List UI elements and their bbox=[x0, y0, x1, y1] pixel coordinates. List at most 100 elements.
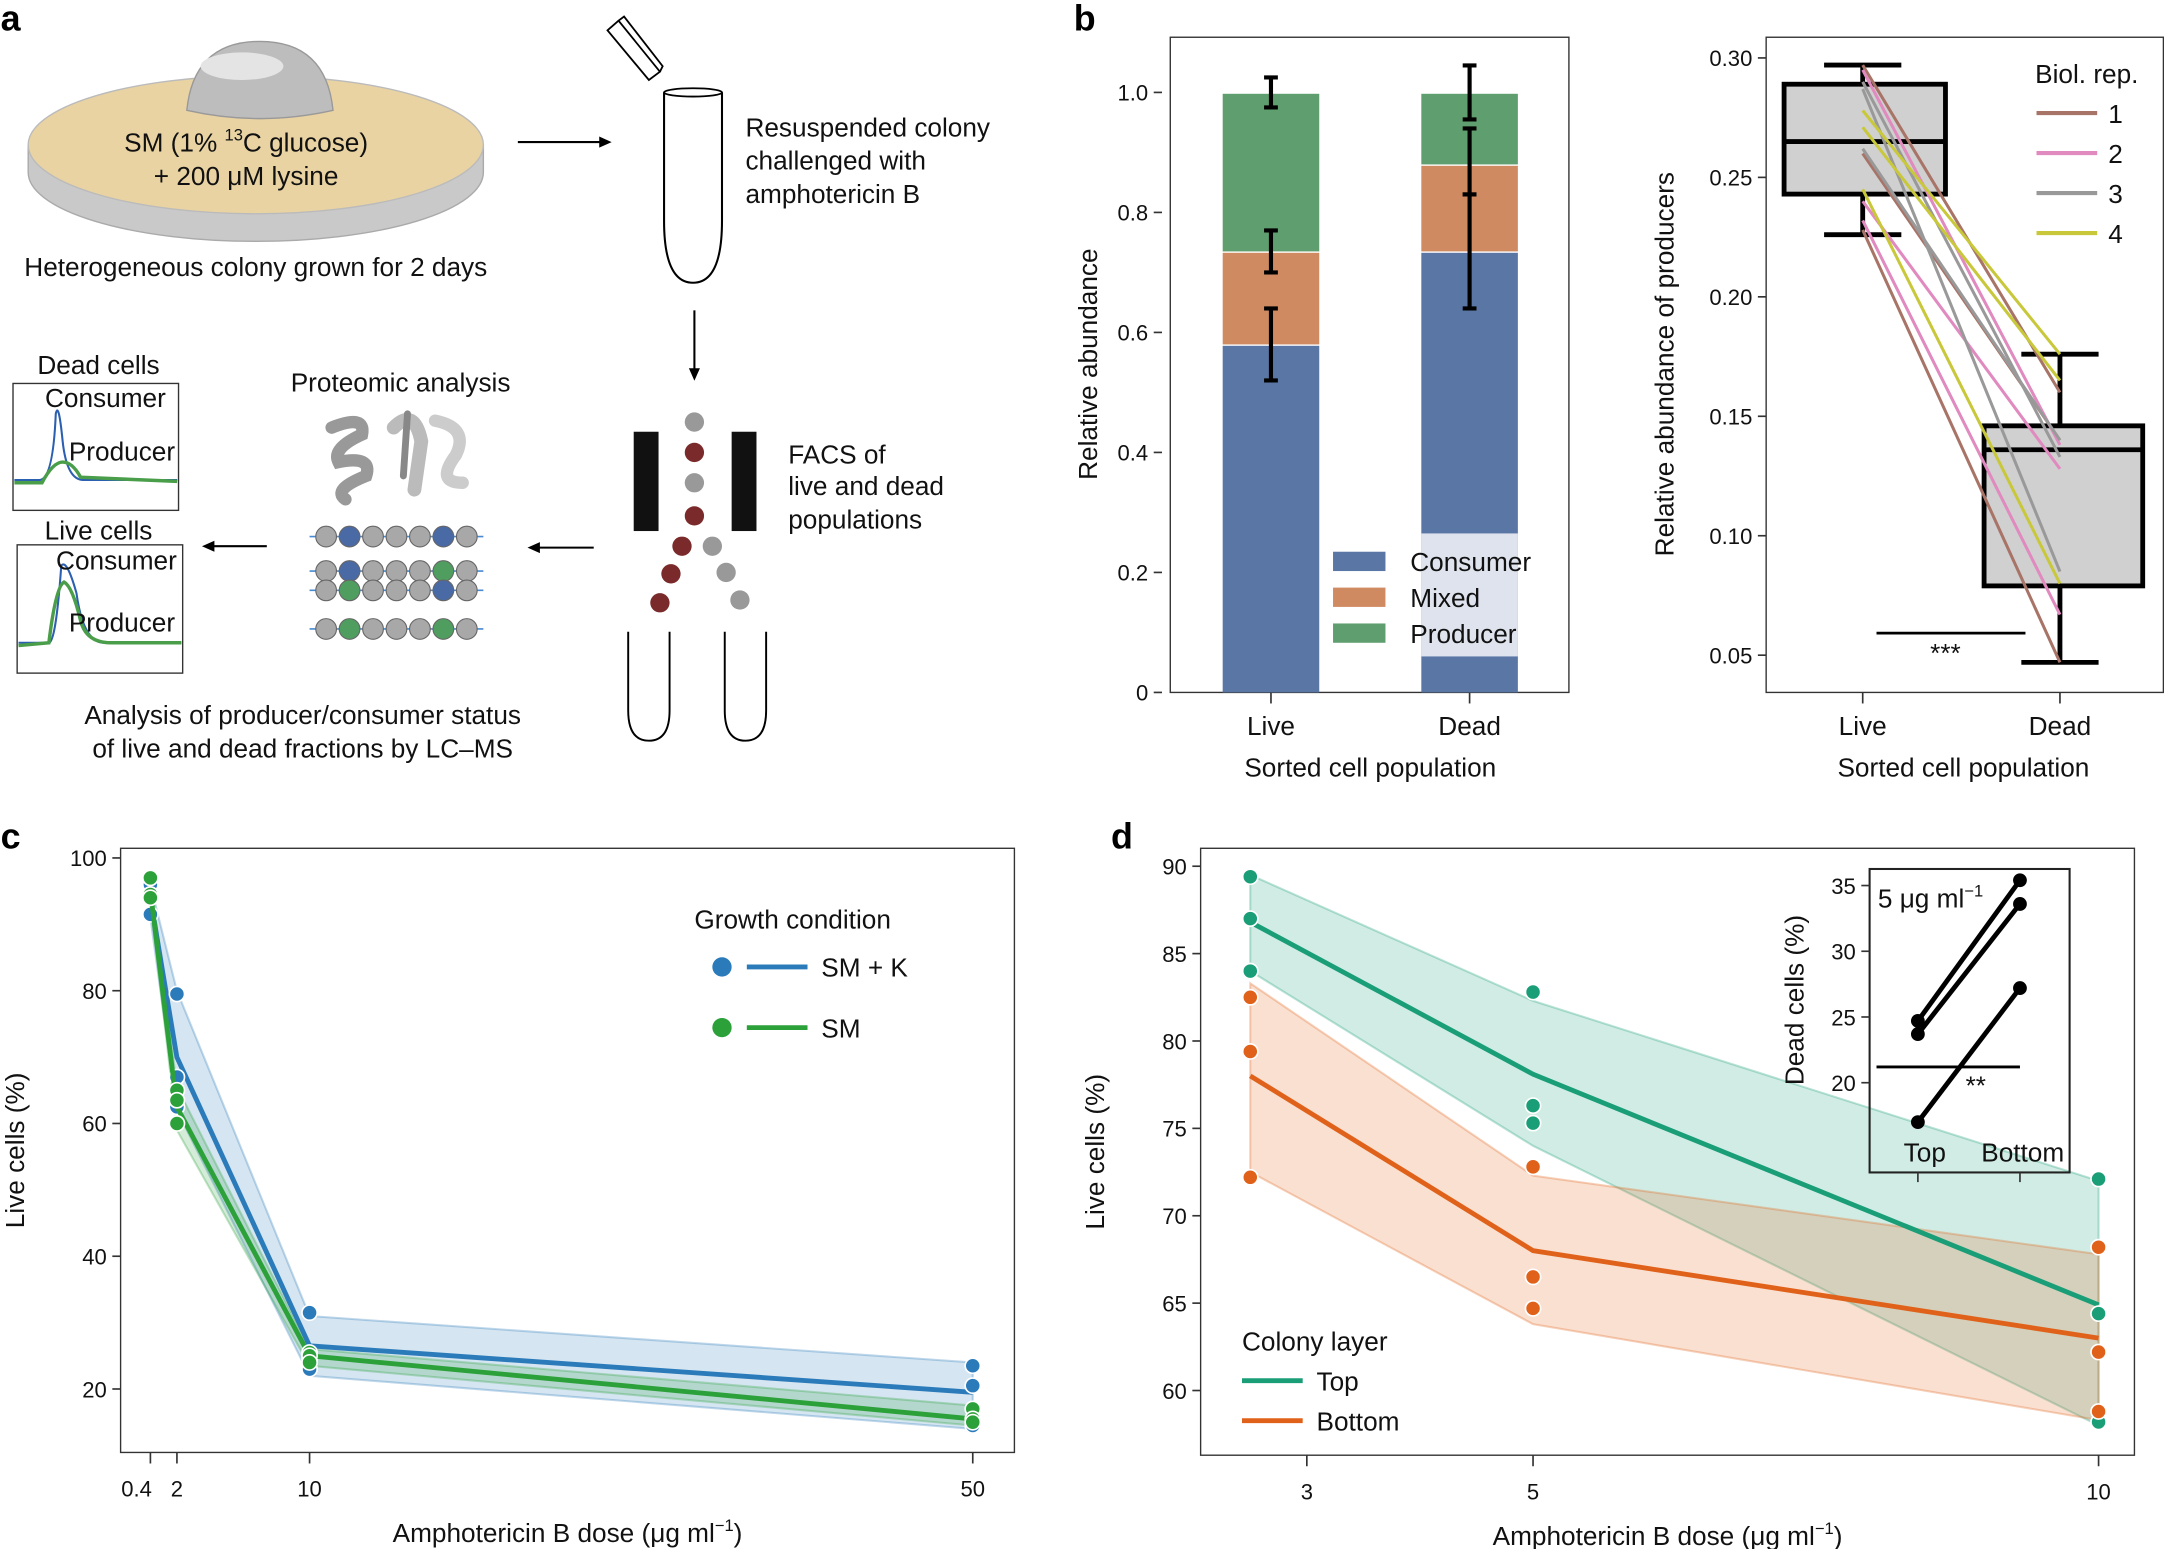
error-bar bbox=[1462, 126, 1477, 197]
data-point bbox=[1241, 868, 1259, 886]
facs-text-1: FACS of bbox=[788, 439, 886, 469]
data-point bbox=[1524, 1299, 1542, 1317]
legend-label: 4 bbox=[2108, 219, 2123, 249]
peptide-residue bbox=[409, 525, 431, 548]
y-tick-label: 0.8 bbox=[1118, 201, 1149, 226]
colony-caption: Heterogeneous colony grown for 2 days bbox=[24, 252, 487, 282]
replicate-2-line bbox=[1861, 200, 2062, 470]
y-tick-label: 0.6 bbox=[1118, 321, 1149, 346]
plot-frame bbox=[119, 847, 1016, 1454]
data-point bbox=[1524, 1114, 1542, 1132]
peptide-residue bbox=[362, 525, 384, 548]
y-axis-title: Relative abundance bbox=[1073, 248, 1103, 480]
arrow-left-icon bbox=[201, 540, 267, 552]
inset-point bbox=[1910, 1014, 1925, 1028]
peptide-residue bbox=[455, 560, 478, 582]
inset-point bbox=[2013, 897, 2027, 911]
replicate-4-line bbox=[1861, 188, 2062, 585]
y-tick-label: 0.2 bbox=[1118, 561, 1149, 586]
charts: 0 0.2 0.4 0.6 0.8 1.0 Live Dead Consumer Mixed Pro… bbox=[0, 36, 2164, 1549]
data-point bbox=[1524, 1268, 1542, 1286]
legend-label: SM bbox=[821, 1013, 860, 1043]
analysis-caption-2: of live and dead fractions by LC–MS bbox=[92, 733, 513, 763]
data-point bbox=[2090, 1343, 2107, 1361]
schematic-panel-a: SM (1% 13C glucose) + 200 μM lysine Hete… bbox=[12, 15, 991, 763]
y-tick-label: 70 bbox=[1162, 1204, 1187, 1229]
inset-pair-line bbox=[1915, 986, 2022, 1124]
x-axis-title: Amphotericin B dose (μg ml−1) bbox=[393, 1516, 743, 1548]
y-tick-label: 80 bbox=[1162, 1029, 1187, 1054]
y-tick-label: 75 bbox=[1162, 1117, 1187, 1142]
agar-plate-icon bbox=[27, 40, 485, 243]
plot-frame bbox=[1169, 36, 1570, 694]
y-axis-title: Relative abundance of producers bbox=[1650, 172, 1680, 556]
legend-title: Colony layer bbox=[1242, 1326, 1388, 1356]
inset-pair-line bbox=[1915, 878, 2022, 1023]
plate-lysine-label: + 200 μM lysine bbox=[154, 161, 339, 191]
data-point bbox=[168, 985, 186, 1003]
legend-swatch bbox=[1333, 551, 1386, 572]
inset-y-tick-label: 30 bbox=[1831, 940, 1856, 965]
dead-cells-spectrum bbox=[12, 382, 180, 512]
peptide-residue bbox=[432, 560, 455, 582]
peptide-residue bbox=[409, 618, 431, 640]
data-point bbox=[141, 869, 159, 887]
x-tick-label: 3 bbox=[1301, 1479, 1313, 1504]
resuspend-text-3: amphotericin B bbox=[745, 179, 920, 209]
inset-significance-label: ** bbox=[1966, 1071, 1986, 1101]
replicate-4-line bbox=[1861, 109, 2062, 356]
inset-x-tick-label: Top bbox=[1904, 1137, 1946, 1167]
y-tick-label: 65 bbox=[1162, 1291, 1187, 1316]
peptide-residue bbox=[455, 579, 478, 602]
replicate-3-line bbox=[1861, 147, 2062, 442]
data-point bbox=[1524, 1158, 1542, 1176]
y-tick-label: 80 bbox=[82, 979, 107, 1004]
data-point bbox=[2090, 1403, 2107, 1420]
replicate-4-line bbox=[1861, 126, 2062, 382]
legend-marker bbox=[712, 1017, 732, 1038]
data-point bbox=[141, 889, 159, 907]
data-point bbox=[2090, 1238, 2107, 1256]
peptide-residue bbox=[385, 525, 408, 548]
panel-label-b: b bbox=[1074, 0, 1096, 38]
inset-x-tick-label: Bottom bbox=[1981, 1137, 2064, 1167]
x-tick-label: Dead bbox=[2029, 711, 2092, 741]
data-point bbox=[964, 1377, 982, 1395]
peptide-residue bbox=[455, 525, 478, 548]
data-point bbox=[1524, 983, 1542, 1001]
dead-producer-label: Producer bbox=[69, 437, 176, 467]
data-point bbox=[1241, 962, 1259, 980]
panel-label-c: c bbox=[1, 816, 21, 856]
peptide-residue bbox=[338, 525, 361, 548]
y-tick-label: 20 bbox=[82, 1377, 107, 1402]
y-tick-label: 0.10 bbox=[1709, 524, 1752, 549]
inset-y-tick-label: 20 bbox=[1831, 1071, 1856, 1096]
data-point bbox=[2090, 1170, 2107, 1188]
error-bar bbox=[1264, 228, 1278, 275]
legend-background bbox=[1421, 533, 1518, 657]
x-tick-label: 5 bbox=[1527, 1479, 1539, 1504]
y-tick-label: 0.05 bbox=[1709, 643, 1752, 668]
legend-marker bbox=[712, 957, 732, 977]
peptide-residue bbox=[409, 579, 431, 602]
inset-y-axis-title: Dead cells (%) bbox=[1779, 915, 1809, 1085]
data-point bbox=[1241, 1168, 1259, 1186]
peptide-residue bbox=[315, 560, 338, 582]
replicate-3-line bbox=[1861, 88, 2062, 573]
inset-title: 5 μg ml−1 bbox=[1878, 882, 1983, 914]
whisker bbox=[1824, 62, 1902, 238]
plate-medium-label: SM (1% 13C glucose) bbox=[124, 126, 368, 158]
data-point bbox=[168, 1091, 186, 1109]
peptide-residue bbox=[409, 560, 431, 582]
proteomic-title: Proteomic analysis bbox=[291, 368, 511, 398]
dead-consumer-label: Consumer bbox=[45, 383, 166, 413]
inset-point bbox=[1910, 1027, 1925, 1041]
x-axis-title: Sorted cell population bbox=[1837, 753, 2089, 783]
peptide-residue bbox=[362, 579, 384, 602]
peptide-residue bbox=[385, 560, 408, 582]
live-cells-spectrum bbox=[16, 544, 184, 674]
x-tick-label: 10 bbox=[297, 1477, 322, 1502]
live-cells-title: Live cells bbox=[45, 515, 153, 545]
panel-label-d: d bbox=[1111, 816, 1133, 856]
error-bar bbox=[1264, 306, 1278, 383]
